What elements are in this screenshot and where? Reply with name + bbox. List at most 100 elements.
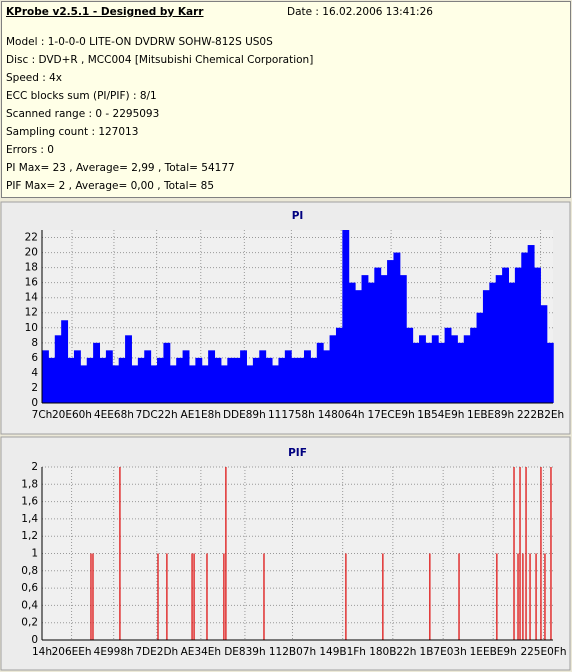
bar bbox=[291, 357, 299, 403]
bar bbox=[163, 342, 171, 403]
info-lines: Model : 1-0-0-0 LITE-ON DVDRW SOHW-812S … bbox=[6, 33, 313, 195]
bar bbox=[220, 365, 228, 403]
bar bbox=[399, 275, 407, 403]
y-tick-label: 1,2 bbox=[21, 530, 38, 542]
bar bbox=[169, 365, 177, 403]
info-line: Disc : DVD+R , MCC004 [Mitsubishi Chemic… bbox=[6, 54, 314, 66]
bar bbox=[304, 350, 311, 403]
x-tick-label: 20E60h bbox=[52, 409, 92, 421]
bar bbox=[521, 252, 529, 403]
bar bbox=[99, 357, 107, 403]
bar bbox=[316, 342, 324, 403]
info-line: PI Max= 23 , Average= 2,99 , Total= 5417… bbox=[6, 162, 235, 174]
y-tick-label: 0,6 bbox=[21, 582, 38, 594]
bar bbox=[323, 350, 331, 403]
bar bbox=[393, 252, 401, 403]
y-tick-label: 2 bbox=[31, 461, 38, 473]
y-tick-label: 1 bbox=[31, 548, 38, 560]
bar bbox=[105, 350, 113, 403]
scan-date: Date : 16.02.2006 13:41:26 bbox=[287, 6, 433, 18]
y-tick-label: 0,2 bbox=[21, 617, 38, 629]
bar bbox=[534, 267, 541, 403]
bar bbox=[495, 275, 503, 403]
x-tick-label: DDE89h bbox=[223, 409, 266, 421]
y-tick-label: 18 bbox=[25, 262, 38, 274]
y-tick-label: 0,4 bbox=[21, 599, 38, 611]
info-line: Sampling count : 127013 bbox=[6, 126, 139, 138]
x-tick-label: 180B22h bbox=[369, 646, 416, 658]
x-tick-label: 7DE2Dh bbox=[135, 646, 178, 658]
x-tick-label: AE34Eh bbox=[181, 646, 221, 658]
info-panel: KProbe v2.5.1 - Designed by Karr Date : … bbox=[1, 1, 571, 198]
bar bbox=[48, 357, 56, 403]
bar bbox=[508, 282, 516, 403]
y-tick-label: 2 bbox=[31, 382, 38, 394]
y-tick-label: 8 bbox=[31, 337, 38, 349]
app-title: KProbe v2.5.1 - Designed by Karr bbox=[6, 6, 204, 18]
bar bbox=[150, 365, 158, 403]
x-tick-label: 14h bbox=[32, 646, 52, 658]
bar bbox=[367, 282, 375, 403]
bar bbox=[470, 327, 478, 403]
bar bbox=[272, 365, 279, 403]
bar bbox=[514, 267, 522, 403]
bar bbox=[329, 335, 337, 403]
y-tick-label: 6 bbox=[31, 352, 38, 364]
bar bbox=[374, 267, 382, 403]
bar bbox=[265, 357, 273, 403]
bar bbox=[419, 335, 426, 403]
bar bbox=[259, 350, 267, 403]
bar bbox=[361, 275, 369, 403]
bar bbox=[310, 357, 318, 403]
bar bbox=[489, 282, 497, 403]
bar bbox=[278, 357, 286, 403]
bar bbox=[240, 350, 247, 403]
bar bbox=[252, 357, 260, 403]
x-tick-label: AE1E8h bbox=[181, 409, 221, 421]
chart-title: PIF bbox=[288, 447, 307, 459]
y-tick-label: 14 bbox=[25, 292, 39, 304]
bar bbox=[527, 245, 535, 403]
bar bbox=[80, 365, 88, 403]
bar bbox=[342, 230, 350, 403]
bar bbox=[125, 335, 132, 403]
bar bbox=[380, 275, 388, 403]
bar bbox=[431, 335, 439, 403]
bar bbox=[463, 335, 471, 403]
y-tick-label: 1,4 bbox=[21, 513, 38, 525]
bar bbox=[201, 365, 209, 403]
x-tick-label: 111758h bbox=[268, 409, 315, 421]
bar bbox=[137, 357, 145, 403]
y-tick-label: 4 bbox=[31, 367, 38, 379]
bar bbox=[195, 357, 203, 403]
bar bbox=[93, 342, 101, 403]
x-tick-label: 7DC22h bbox=[136, 409, 178, 421]
x-tick-label: 4EE68h bbox=[94, 409, 134, 421]
y-tick-label: 16 bbox=[25, 277, 39, 289]
bar bbox=[444, 327, 452, 403]
bar bbox=[67, 357, 75, 403]
y-tick-label: 0 bbox=[31, 634, 38, 646]
bar bbox=[297, 357, 305, 403]
y-tick-label: 20 bbox=[25, 247, 38, 259]
bar bbox=[335, 327, 343, 403]
bar bbox=[348, 282, 356, 403]
info-line: Scanned range : 0 - 2295093 bbox=[6, 108, 160, 120]
bar bbox=[144, 350, 152, 403]
y-tick-label: 0 bbox=[31, 397, 38, 409]
y-tick-label: 1,6 bbox=[21, 496, 38, 508]
bar bbox=[406, 327, 414, 403]
bar bbox=[182, 350, 190, 403]
bar bbox=[502, 267, 509, 403]
chart-title: PI bbox=[292, 210, 304, 222]
info-line: Errors : 0 bbox=[6, 144, 54, 156]
bar bbox=[61, 320, 69, 403]
bar bbox=[131, 365, 139, 403]
bar bbox=[412, 342, 420, 403]
info-line: PIF Max= 2 , Average= 0,00 , Total= 85 bbox=[6, 180, 215, 192]
bar bbox=[546, 342, 554, 403]
bar bbox=[208, 350, 216, 403]
bar bbox=[450, 335, 458, 403]
x-tick-label: 1B54E9h bbox=[417, 409, 464, 421]
